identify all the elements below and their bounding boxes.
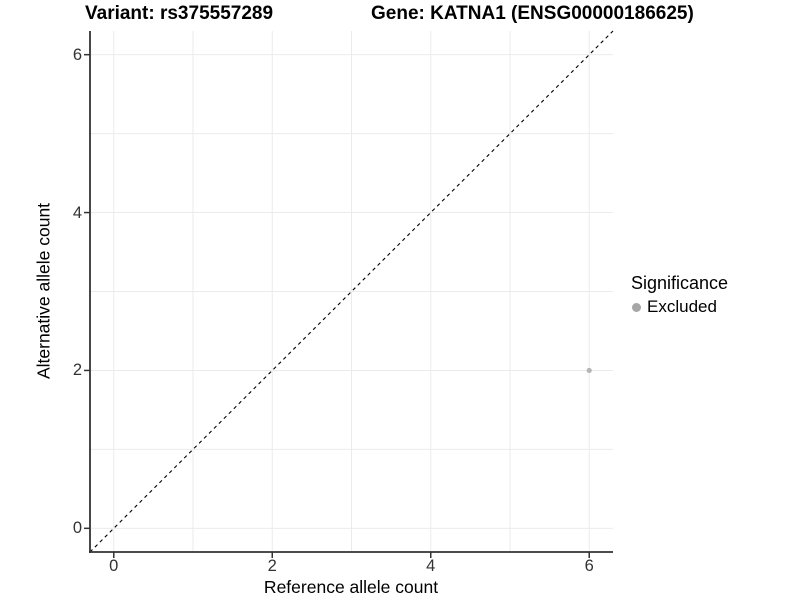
data-point: [586, 367, 592, 374]
legend-title: Significance: [631, 273, 729, 293]
legend-item-label: Excluded: [647, 297, 717, 316]
y-tick-label: 0: [72, 519, 82, 538]
y-axis-title: Alternative allele count: [33, 202, 54, 380]
x-tick-label: 2: [267, 557, 277, 575]
excluded-point-icon: [632, 302, 641, 312]
y-tick-label: 4: [72, 203, 82, 222]
x-tick-label: 4: [426, 557, 436, 575]
plot-title-variant: Variant: rs375557289: [85, 3, 274, 24]
legend-item-excluded: Excluded: [631, 297, 728, 317]
x-tick-label: 6: [584, 557, 594, 575]
x-tick-label: 0: [109, 557, 119, 575]
legend: Significance Excluded: [631, 273, 728, 317]
y-tick-label: 6: [72, 45, 82, 64]
x-axis-title: Reference allele count: [263, 577, 439, 597]
y-tick-label: 2: [72, 361, 82, 380]
plot-title-gene: Gene: KATNA1 (ENSG00000186625): [371, 3, 694, 24]
